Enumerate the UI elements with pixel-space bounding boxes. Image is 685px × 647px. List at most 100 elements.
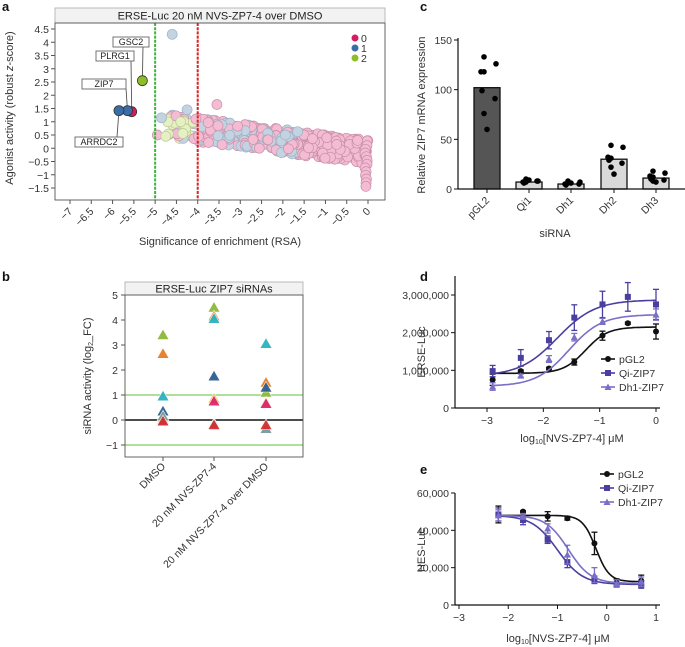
- background-point: [177, 128, 189, 139]
- panel-letter-a: a: [2, 0, 10, 14]
- background-point: [212, 130, 224, 142]
- panel-a-plot-frame: [54, 22, 386, 201]
- data-point: [611, 171, 617, 177]
- marker-pgl2: [517, 368, 524, 375]
- x-tick-label: 0: [653, 415, 659, 427]
- marker-qi-zip7: [653, 301, 659, 308]
- background-point: [232, 120, 243, 132]
- y-tick-label: 3.5: [34, 51, 49, 63]
- background-point: [280, 129, 291, 141]
- y-tick-label: 0: [443, 403, 449, 415]
- background-point: [216, 139, 228, 151]
- background-point: [283, 143, 294, 155]
- background-point: [156, 112, 167, 124]
- data-point: [534, 178, 540, 184]
- panel-b-title: ERSE-Luc ZIP7 siRNAs: [155, 284, 273, 296]
- marker-pgl2: [653, 328, 659, 335]
- x-tick-label: 0: [361, 206, 374, 219]
- x-tick-label: −3: [453, 612, 465, 624]
- panel-letter-e: e: [420, 462, 427, 477]
- x-tick-label: 1: [653, 612, 659, 624]
- triangle-point-siRNA-red: [207, 418, 221, 430]
- background-point: [211, 99, 223, 110]
- panel-c-bar-chart: 0 50 100 150 pGL2 Qi1 Dh1 Dh2 Dh3 siRNA Relative…: [416, 35, 685, 240]
- background-point: [331, 139, 343, 150]
- y-tick-label: 40,000: [417, 525, 449, 537]
- y-tick-label: 0.5: [34, 130, 49, 142]
- marker-dh1-zip7: [563, 551, 571, 558]
- data-point: [526, 177, 532, 183]
- panel-e-dose-response: 0 20,000 40,000 60,000 −3 −2 −1 0 1 pGL2 Qi-ZIP7 D…: [416, 469, 663, 646]
- legend-marker: [351, 54, 359, 62]
- panel-d-xlabel: log10[NVS-ZP7-4] μM: [520, 433, 623, 446]
- marker-pgl2: [591, 540, 598, 547]
- legend-marker: [351, 44, 359, 52]
- marker-dh1-zip7: [652, 311, 660, 318]
- marker-pgl2: [544, 513, 551, 520]
- marker-dh1-zip7: [517, 372, 525, 379]
- marker-qi-zip7: [599, 301, 606, 308]
- x-tick-label: 20 nM NVS-ZP7-4 over DMSO: [161, 461, 271, 571]
- triangle-point-siRNA-orange: [156, 347, 170, 359]
- triangle-point-siRNA-cyan: [259, 337, 273, 349]
- y-tick-label: −1: [37, 170, 49, 182]
- y-tick-label: 4: [43, 37, 49, 49]
- panel-b-ylabel: siRNA activity (log2_FC): [82, 318, 95, 435]
- panel-c-axes: 0 50 100 150 pGL2 Qi1 Dh1 Dh2 Dh3: [434, 35, 685, 221]
- triangle-point-siRNA-red: [156, 414, 170, 427]
- panel-a-legend: 012: [351, 33, 367, 65]
- data-point: [481, 54, 487, 60]
- background-point: [212, 120, 224, 132]
- triangle-point-siRNA-red: [259, 418, 273, 430]
- background-point: [360, 181, 372, 192]
- legend-label: Qi-ZIP7: [619, 368, 655, 380]
- fit-curve-pgl2: [498, 514, 642, 583]
- x-tick-label: −4.5: [158, 206, 181, 229]
- triangle-point-siRNA-magenta: [207, 394, 221, 407]
- fit-curve-dh1-zip7: [498, 514, 642, 585]
- background-point: [175, 116, 187, 128]
- data-point: [481, 68, 487, 75]
- callout-label-arrdc2: ARRDC2: [80, 137, 117, 147]
- y-tick-label: 2: [112, 365, 118, 377]
- marker-dh1-zip7: [613, 580, 621, 587]
- background-point: [166, 28, 178, 40]
- data-point: [576, 181, 582, 187]
- marker-dh1-zip7: [590, 571, 598, 579]
- background-point: [224, 129, 236, 141]
- x-tick-label: −3: [481, 415, 493, 427]
- y-tick-label: −1.5: [28, 183, 49, 195]
- marker-qi-zip7: [544, 536, 551, 543]
- panel-d-ylabel: ERSE-Luc: [416, 326, 428, 378]
- panel-letter-c: c: [420, 0, 427, 14]
- background-point: [262, 134, 274, 146]
- background-point: [303, 142, 314, 154]
- marker-dh1-zip7: [494, 511, 502, 519]
- data-point: [481, 110, 487, 117]
- panel-letter-b: b: [2, 269, 10, 284]
- marker-pgl2: [571, 359, 578, 366]
- panel-a-threshold-lines: [154, 23, 199, 200]
- background-point: [253, 142, 265, 154]
- triangle-point-siRNA-navy: [259, 380, 273, 393]
- data-point: [484, 126, 490, 133]
- y-tick-label: 60,000: [417, 488, 449, 500]
- y-tick-label: 1: [112, 390, 118, 402]
- y-tick-label: 4.5: [34, 24, 49, 36]
- marker-dh1-zip7: [489, 383, 497, 390]
- callout-box: [95, 50, 135, 62]
- data-point: [493, 61, 499, 67]
- x-tick-label: −1: [552, 612, 564, 624]
- marker-pgl2: [624, 320, 631, 327]
- data-point: [653, 179, 659, 185]
- callout-box: [112, 36, 150, 48]
- callout-label-zip7: ZIP7: [94, 79, 113, 89]
- x-tick-label: −2.5: [244, 206, 267, 229]
- callout-line: [130, 59, 133, 112]
- x-tick-label: Qi1: [514, 195, 534, 215]
- background-point: [203, 137, 214, 148]
- panel-e-axes: 0 20,000 40,000 60,000 −3 −2 −1 0 1: [417, 488, 660, 624]
